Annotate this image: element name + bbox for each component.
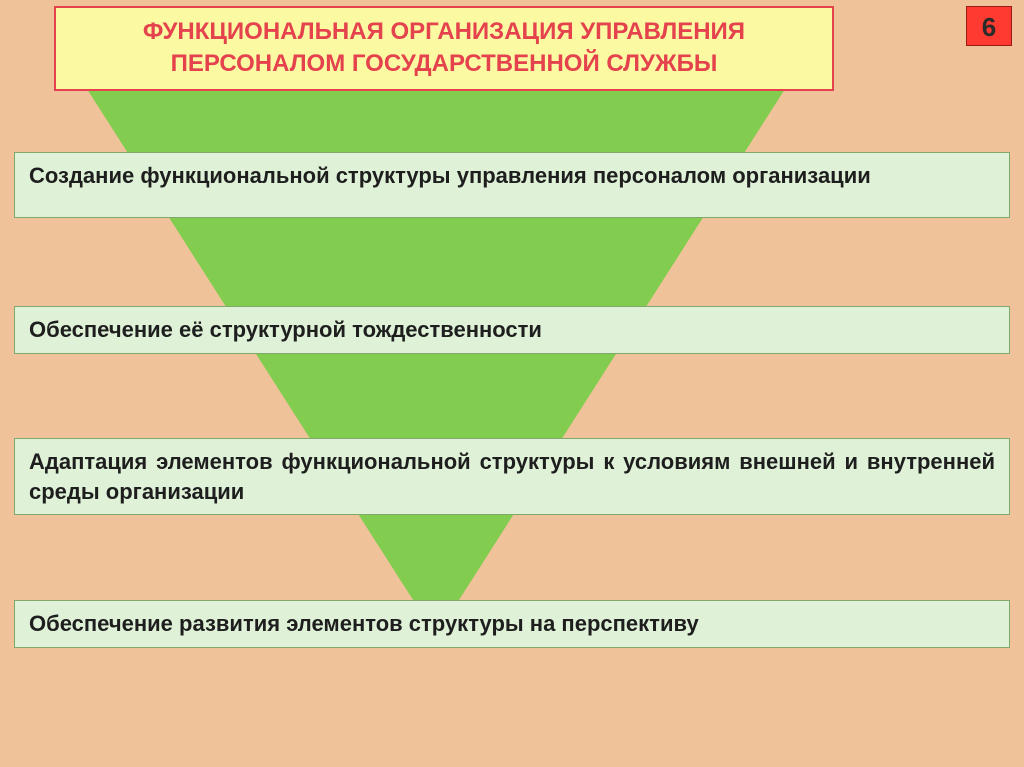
- slide-number: 6: [982, 12, 996, 42]
- item-box-2: Обеспечение её структурной тождественнос…: [14, 306, 1010, 354]
- slide: 6 ФУНКЦИОНАЛЬНАЯ ОРГАНИЗАЦИЯ УПРАВЛЕНИЯ …: [0, 0, 1024, 767]
- item-text-4: Обеспечение развития элементов структуры…: [29, 611, 699, 636]
- item-box-4: Обеспечение развития элементов структуры…: [14, 600, 1010, 648]
- item-text-1: Создание функциональной структуры управл…: [29, 163, 871, 188]
- title-line1: ФУНКЦИОНАЛЬНАЯ ОРГАНИЗАЦИЯ УПРАВЛЕНИЯ: [70, 16, 818, 48]
- title-box: ФУНКЦИОНАЛЬНАЯ ОРГАНИЗАЦИЯ УПРАВЛЕНИЯ ПЕ…: [54, 6, 834, 91]
- slide-number-box: 6: [966, 6, 1012, 46]
- item-text-3: Адаптация элементов функциональной струк…: [29, 449, 995, 504]
- title-line2: ПЕРСОНАЛОМ ГОСУДАРСТВЕННОЙ СЛУЖБЫ: [70, 48, 818, 80]
- item-box-1: Создание функциональной структуры управл…: [14, 152, 1010, 218]
- item-box-3: Адаптация элементов функциональной струк…: [14, 438, 1010, 515]
- item-text-2: Обеспечение её структурной тождественнос…: [29, 317, 542, 342]
